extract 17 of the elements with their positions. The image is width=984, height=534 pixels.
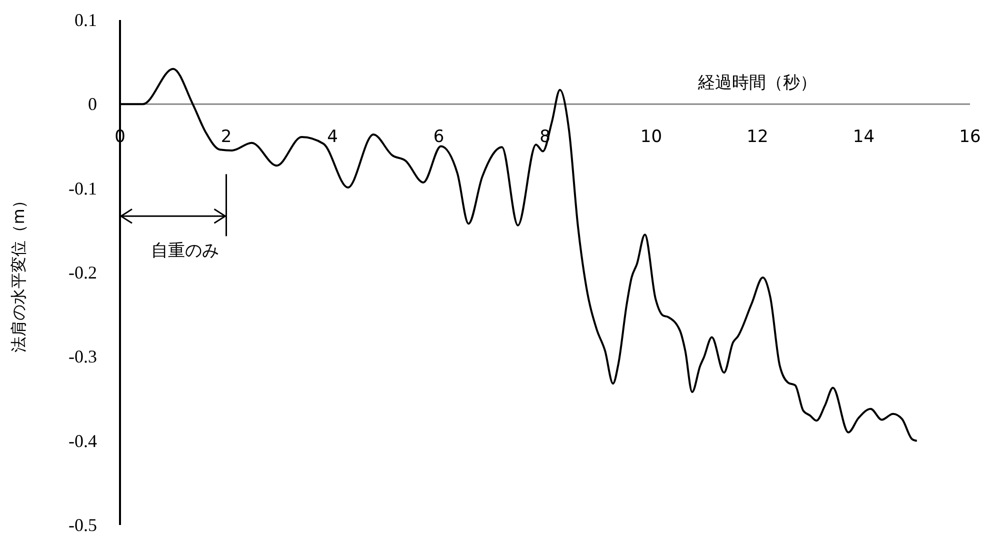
y-tick-label: -0.3 [68,346,97,367]
x-tick-label: 10 [640,127,662,148]
x-axis-title: 経過時間（秒） [697,73,817,94]
y-tick-label: -0.1 [68,178,97,198]
y-tick-label: 0.1 [74,10,97,30]
y-tick-label: -0.5 [68,515,97,534]
y-tick-label: 0 [88,94,97,114]
x-tick-label: 6 [433,127,444,148]
x-tick-label: 16 [959,127,981,148]
x-tick-label: 14 [852,127,875,148]
legend-label: 自重のみ [151,241,220,262]
y-axis-title: 法肩の水平変位（m） [9,192,28,352]
y-tick-label: -0.2 [68,262,97,282]
y-tick-label: -0.4 [68,430,97,451]
x-tick-label: 4 [327,127,338,148]
x-tick-label: 2 [220,127,232,148]
x-tick-label: 12 [746,127,768,148]
